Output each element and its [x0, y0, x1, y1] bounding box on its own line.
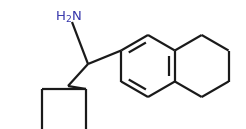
Text: H$_2$N: H$_2$N — [55, 9, 82, 25]
